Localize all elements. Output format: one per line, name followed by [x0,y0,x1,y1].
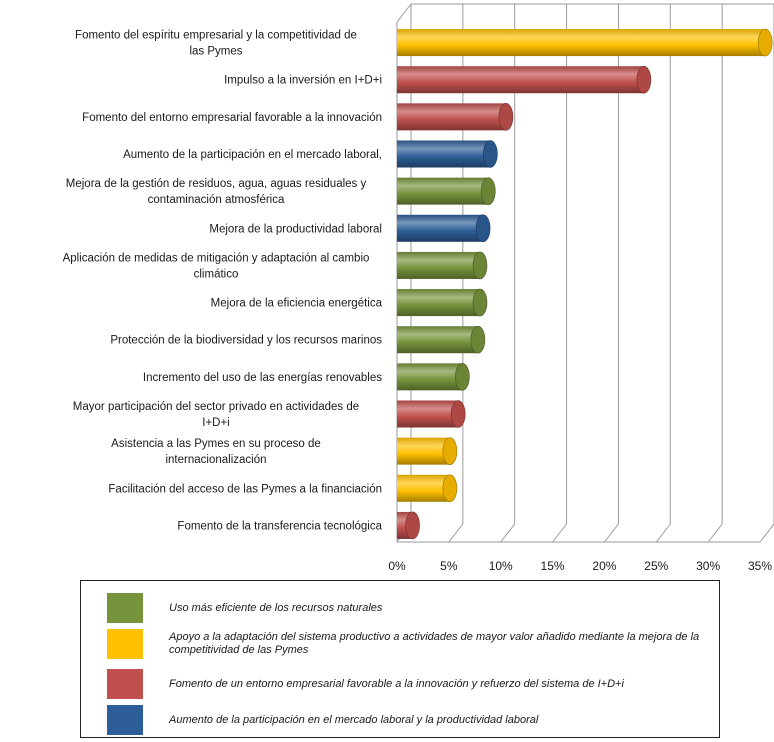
bar [397,177,496,205]
bar-body [397,214,484,242]
bar-end-cap [483,140,498,168]
bar-body [397,66,644,94]
legend-item: Uso más eficiente de los recursos natura… [107,593,707,623]
bar-end-cap [450,400,466,428]
bar [397,214,491,243]
x-tick-label: 25% [644,559,668,573]
category-label: Fomento de la transferencia tecnológica [177,520,382,532]
x-tick-label: 0% [388,559,406,573]
bar [397,363,470,391]
floor-grid-line [707,523,723,543]
legend-swatch [107,705,143,735]
category-label: Mejora de la gestión de residuos, agua, … [66,178,367,206]
category-label: Asistencia a las Pymes en su proceso de i… [111,438,321,466]
category-label: Impulso a la inversión en I+D+i [224,75,382,87]
legend-item: Fomento de un entorno empresarial favora… [107,669,707,699]
bar [397,325,486,354]
floor-grid-line [500,523,516,543]
legend-label: Fomento de un entorno empresarial favora… [169,677,624,690]
bar-end-cap [472,251,488,280]
x-tick-label: 20% [592,559,616,573]
x-tick-label: 15% [541,559,565,573]
bar-body [397,29,766,57]
x-tick-label: 10% [489,559,513,573]
bars [397,28,773,540]
bar-body [397,103,506,131]
legend-swatch [107,629,143,659]
bar [397,251,488,280]
legend-label: Uso más eficiente de los recursos natura… [169,601,383,614]
bar-chart: Fomento del espíritu empresarial y la co… [63,3,774,573]
bar [397,65,652,94]
category-label: Mejora de la eficiencia energética [211,298,383,310]
x-tick-label: 30% [696,559,720,573]
x-tick-label: 5% [440,559,458,573]
bar-end-cap [498,103,514,131]
bar-end-cap [475,214,491,243]
bar [397,140,498,168]
category-label: Fomento del entorno empresarial favorabl… [82,112,382,124]
bar [397,400,466,428]
legend-label: Aumento de la participación en el mercad… [169,713,539,726]
bar [397,288,488,317]
bar [397,28,773,57]
category-label: Aplicación de medidas de mitigación y ad… [63,252,370,280]
category-label: Protección de la biodiversidad y los rec… [110,335,382,347]
x-tick-labels: 0% 5% 10% 15% 20% 25% 30% 35% [388,559,772,573]
category-label: Incremento del uso de las energías renov… [143,372,382,384]
category-label: Mayor participación del sector privado e… [73,401,359,429]
bar-end-cap [455,363,470,391]
bar-body [397,251,480,279]
bar-body [397,363,463,391]
floor-grid-line [604,523,619,543]
bar-body [397,177,489,205]
bar-body [397,289,480,317]
category-labels: Fomento del espíritu empresarial y la co… [63,30,383,533]
floor-grid-line [552,523,567,543]
x-tick-label: 35% [748,559,772,573]
bar-end-cap [470,325,486,354]
bar-body [397,400,459,428]
bar-end-cap [757,28,773,57]
legend-label: Apoyo a la adaptación del sistema produc… [169,631,700,656]
floor-grid-line [448,523,464,543]
category-label: Fomento del espíritu empresarial y la co… [75,30,357,58]
bar-body [397,437,450,465]
bar-end-cap [636,65,652,94]
side-wall-top [396,3,412,23]
bar-body [397,140,491,168]
bar [397,474,458,503]
category-label: Aumento de la participación en el mercad… [123,149,382,161]
floor-grid-line [759,523,774,543]
legend-swatch [107,593,143,623]
legend-swatch [107,669,143,699]
bar-end-cap [442,437,458,465]
bar [397,103,514,131]
bar [397,511,420,540]
legend: Uso más eficiente de los recursos natura… [80,580,720,738]
legend-item: Aumento de la participación en el mercad… [107,705,707,735]
bar [397,437,458,465]
bar-body [397,474,450,502]
bar-end-cap [472,288,488,317]
bar-end-cap [442,474,458,503]
floor-grid-line [655,523,671,543]
category-label: Mejora de la productividad laboral [209,223,382,235]
bar-body [397,326,478,354]
legend-item: Apoyo a la adaptación del sistema produc… [107,629,707,659]
bar-end-cap [405,511,420,540]
bar-end-cap [480,177,496,205]
category-label: Facilitación del acceso de las Pymes a l… [108,483,382,495]
